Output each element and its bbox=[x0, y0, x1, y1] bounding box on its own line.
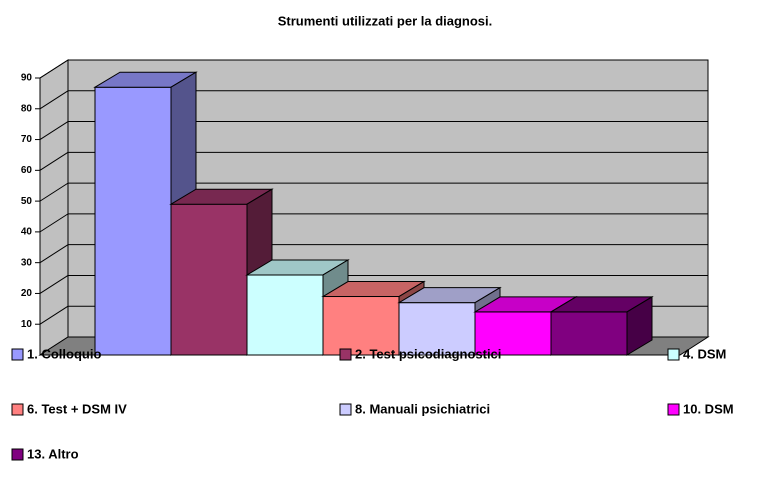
legend-label: 10. DSM bbox=[683, 401, 734, 416]
y-tick-label: 40 bbox=[21, 227, 33, 238]
grid-line bbox=[39, 275, 69, 294]
grid-line bbox=[39, 182, 69, 202]
y-tick-label: 90 bbox=[21, 73, 33, 84]
legend-swatch bbox=[339, 348, 352, 361]
legend-swatch bbox=[339, 403, 352, 416]
y-tick-label: 50 bbox=[21, 196, 33, 207]
legend-swatch bbox=[667, 403, 680, 416]
y-tick-label: 10 bbox=[21, 319, 33, 330]
y-tick-label: 70 bbox=[21, 134, 33, 145]
y-tick-label: 60 bbox=[21, 165, 33, 176]
grid-line bbox=[39, 244, 69, 264]
y-tick-label: 30 bbox=[21, 257, 33, 268]
legend-swatch bbox=[667, 348, 680, 361]
bar bbox=[398, 302, 476, 356]
legend-label: 4. DSM bbox=[683, 346, 726, 361]
legend-label: 6. Test + DSM IV bbox=[27, 401, 127, 416]
legend-label: 2. Test psicodiagnostici bbox=[355, 346, 501, 361]
grid-line bbox=[39, 213, 69, 233]
grid-line bbox=[39, 305, 69, 325]
y-tick-label: 80 bbox=[21, 103, 33, 114]
grid-line bbox=[39, 121, 69, 140]
bar bbox=[246, 274, 324, 356]
legend-swatch bbox=[11, 348, 24, 361]
legend-label: 1. Colloquio bbox=[27, 346, 101, 361]
y-tick-label: 20 bbox=[21, 288, 33, 299]
bar bbox=[94, 86, 172, 356]
bar-side bbox=[626, 296, 653, 356]
side-wall bbox=[39, 59, 69, 356]
grid-line bbox=[39, 90, 69, 110]
legend-swatch bbox=[11, 403, 24, 416]
bar bbox=[322, 296, 400, 356]
grid-line bbox=[39, 59, 69, 79]
bar bbox=[550, 311, 628, 356]
bar bbox=[170, 203, 248, 356]
grid-line bbox=[39, 151, 69, 171]
chart-title: Strumenti utilizzati per la diagnosi. bbox=[278, 13, 493, 28]
legend-swatch bbox=[11, 448, 24, 461]
legend-label: 13. Altro bbox=[27, 446, 79, 461]
legend-label: 8. Manuali psichiatrici bbox=[355, 401, 490, 416]
